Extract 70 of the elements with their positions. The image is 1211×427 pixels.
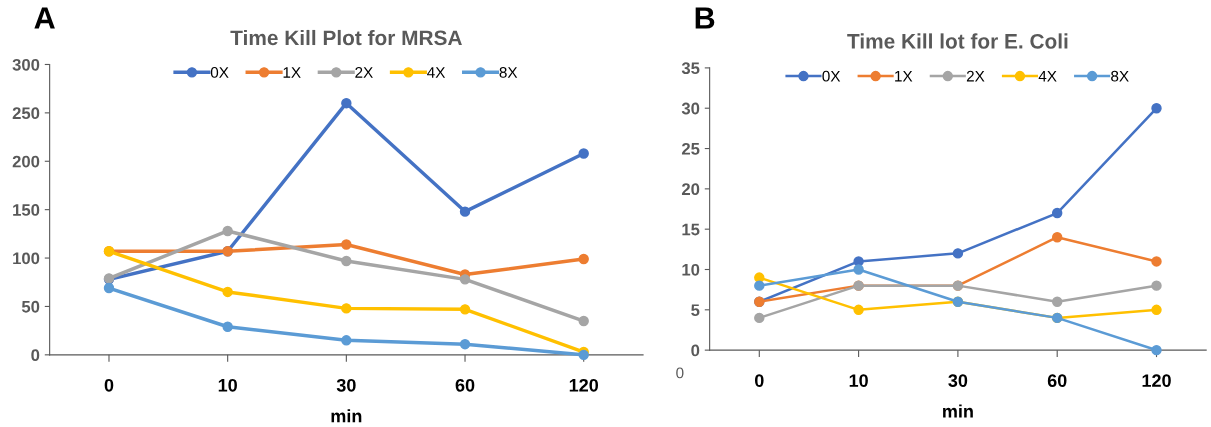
- text: A: [34, 7, 55, 29]
- point: [103, 282, 115, 294]
- x-axis-title: min: [943, 404, 973, 418]
- x-tick-label: 60: [455, 378, 475, 392]
- legend-label: 4X: [1038, 70, 1057, 82]
- legend-label: 0X: [210, 67, 229, 78]
- point: [341, 255, 352, 267]
- chart-title: Time Kill Plot for MRSA: [230, 29, 462, 46]
- y-tick-label: 35: [681, 62, 700, 75]
- legend-label: 1X: [283, 67, 301, 78]
- text: B: [695, 7, 715, 29]
- legend-label: 8X: [1111, 70, 1129, 82]
- y-tick-label: 150: [13, 204, 40, 216]
- point: [341, 303, 352, 314]
- point: [1151, 304, 1162, 316]
- point: [222, 286, 233, 298]
- chart-title: Time Kill lot for E. Coli: [847, 33, 1068, 49]
- x-tick-label: 30: [336, 378, 356, 392]
- legend-label: 8X: [499, 67, 518, 78]
- legend-label: 4X: [427, 67, 446, 78]
- point: [578, 253, 589, 265]
- y-tick-label: 200: [12, 155, 40, 168]
- y-tick-label: 300: [12, 58, 40, 71]
- point: [1151, 344, 1162, 356]
- y-tick-label: 250: [12, 107, 40, 120]
- point: [754, 280, 765, 291]
- point: [1051, 207, 1063, 219]
- x-tick-label: 30: [948, 374, 968, 388]
- point: [341, 335, 352, 346]
- point: [341, 97, 352, 109]
- point: [341, 239, 352, 250]
- legend-label: 0X: [822, 70, 841, 82]
- y-tick-label: 50: [21, 300, 40, 313]
- legend-label: 1X: [895, 70, 913, 82]
- legend-label: 2X: [355, 67, 373, 78]
- y-tick-label: 25: [681, 142, 700, 155]
- x-tick-label: 0: [754, 374, 764, 388]
- y-tick-label: 15: [682, 223, 700, 236]
- x-tick-label: 10: [218, 378, 237, 392]
- y-tick-label: 5: [691, 304, 700, 317]
- point: [1151, 256, 1162, 267]
- y-tick-label: 10: [682, 263, 700, 276]
- point: [222, 225, 233, 237]
- x-tick-label: 120: [1142, 374, 1171, 388]
- y-tick-label: 0: [691, 344, 700, 357]
- point: [222, 321, 233, 332]
- point: [853, 264, 864, 275]
- x-tick-label: 120: [569, 378, 599, 392]
- legend-label: 2X: [966, 70, 985, 82]
- point: [1151, 103, 1162, 114]
- y-tick-label: 0: [31, 349, 40, 362]
- point: [578, 148, 589, 159]
- x-tick-label: 10: [849, 374, 868, 388]
- point: [459, 338, 471, 350]
- point: [459, 274, 471, 285]
- y-tick-label: 100: [13, 252, 40, 265]
- point: [952, 248, 964, 259]
- x-axis-title: min: [331, 409, 362, 423]
- point: [459, 304, 471, 315]
- point: [853, 304, 864, 316]
- x-tick-label: 0: [104, 378, 114, 392]
- point: [754, 312, 765, 324]
- x-tick-label: 60: [1047, 374, 1067, 388]
- point: [578, 315, 589, 327]
- point: [1151, 280, 1162, 291]
- y-tick-label: 30: [681, 102, 700, 115]
- y-tick-label: 20: [681, 183, 700, 196]
- point: [1051, 296, 1063, 307]
- point: [1051, 232, 1063, 243]
- point: [459, 206, 471, 217]
